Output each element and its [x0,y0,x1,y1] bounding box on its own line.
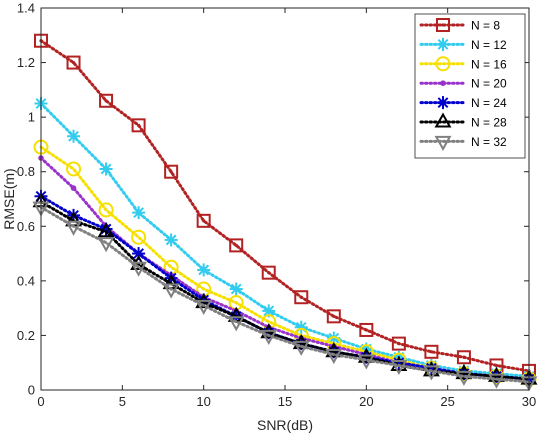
series-1-point [99,93,114,108]
series-1-point [261,265,276,280]
legend-item: N = 20 [419,77,507,91]
legend-item: N = 32 [419,135,507,151]
legend-label: N = 8 [471,19,500,33]
series-1-point [326,309,341,324]
series-7-point [488,373,505,389]
series-2-point [197,263,211,277]
legend-item: N = 8 [419,18,500,33]
series-1-line [39,39,531,373]
x-tick-label: 25 [440,394,454,409]
x-axis-label: SNR(dB) [257,417,313,433]
series-7-point [422,365,440,381]
legend-item: N = 12 [419,37,507,52]
x-tick-label: 5 [119,394,126,409]
series-7-point [130,261,148,277]
y-tick-label: 0.2 [17,328,35,343]
series-4 [38,155,532,382]
legend-marker [440,80,446,86]
series-7-point [357,354,375,370]
legend-label: N = 16 [471,57,507,71]
legend-label: N = 32 [471,135,507,149]
y-tick-label: 0.8 [17,164,35,179]
series-1-point [164,164,179,179]
series-1-point [424,344,439,359]
series-5-line [39,194,531,381]
x-tick-label: 30 [522,394,536,409]
series-7-line [39,205,531,384]
axes-layer: 0 5 10 15 20 25 30 0 0.2 0.4 0.6 0.8 1 1.2 1.4 [17,1,536,410]
series-6-point [97,222,115,238]
legend-items: N = 8 N = 12 N = 16 N = 20 N = 24 N = 28 N = 3… [419,18,507,151]
series-layer [32,33,538,392]
series-2-line [39,102,531,378]
legend-marker [435,56,451,72]
series-1-point [456,350,471,365]
x-tick-label: 0 [37,394,44,409]
y-tick-label: 0.4 [17,273,35,288]
series-7-point [292,340,310,356]
series-1-point [66,55,81,70]
series-4-line [39,156,531,381]
series-7-point [455,370,473,386]
series-7-point [65,220,82,236]
series-4-point [70,185,77,191]
x-tick-label: 10 [196,394,210,409]
legend-marker [434,135,452,151]
legend-marker [434,112,452,128]
series-2-point [132,206,146,220]
y-tick-label: 1.2 [17,55,35,70]
legend-marker [436,37,450,51]
series-2-point [67,129,81,143]
x-tick-label: 20 [359,394,373,409]
series-2-point [164,233,178,247]
series-7-point [162,283,180,299]
legend-label: N = 24 [471,96,507,110]
series-3-point [98,202,114,218]
series-6-line [39,200,531,381]
series-7-point [390,359,408,375]
legend-marker [436,18,450,32]
series-3 [33,139,537,387]
y-tick-label: 1 [28,110,35,125]
legend-box [414,13,526,159]
series-1-point [359,322,374,337]
legend: N = 8 N = 12 N = 16 N = 20 N = 24 N = 28 N = 3… [414,13,526,159]
series-1-point [229,238,244,253]
y-axis-label: RMSE(m) [1,168,17,229]
series-1-point [196,213,211,228]
y-tick-label: 1.4 [17,1,35,16]
y-tick-label: 0 [28,383,35,398]
series-7-point [325,349,343,365]
legend-label: N = 12 [471,38,507,52]
series-1-point [131,118,146,133]
y-tick-label: 0.6 [17,219,35,234]
legend-item: N = 24 [419,96,507,110]
series-1-point [391,336,406,351]
legend-label: N = 28 [471,116,507,130]
series-3-point [131,229,147,245]
series-7-point [195,299,213,315]
series-7-point [260,329,278,345]
legend-marker [436,96,450,110]
series-7-point [227,316,245,332]
series-1-point [294,290,309,305]
legend-item: N = 16 [419,56,507,72]
legend-label: N = 20 [471,77,507,91]
series-2-point [229,282,243,296]
series-3-point [66,161,82,177]
series-7-point [97,237,115,253]
x-tick-label: 15 [278,394,292,409]
series-2-point [99,162,113,176]
legend-item: N = 28 [419,112,507,130]
series-7 [32,201,538,392]
